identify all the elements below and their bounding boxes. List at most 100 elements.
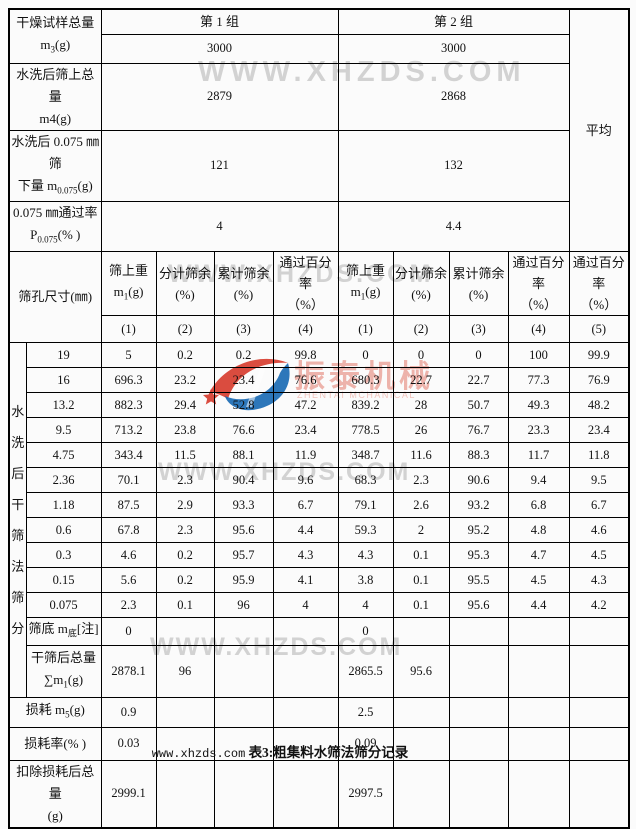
value-cell: 132 (337, 129, 570, 203)
value-cell: 4 (337, 592, 394, 619)
value-cell: 76.6 (272, 367, 339, 394)
value-cell: 0.2 (155, 542, 215, 569)
value-cell: 2999.1 (100, 759, 157, 829)
value-cell: 23.4 (568, 417, 630, 444)
value-cell: 6.7 (568, 492, 630, 519)
value-cell: 0.1 (392, 592, 450, 619)
value-cell: 4.4 (337, 201, 570, 253)
value-cell: 0.2 (155, 567, 215, 594)
sieve-size: 4.75 (25, 442, 102, 469)
value-cell: 67.8 (100, 517, 157, 544)
value-cell: 23.8 (155, 417, 215, 444)
value-cell: 47.2 (272, 392, 339, 419)
value-cell: 76.6 (213, 417, 274, 444)
value-cell: 0.2 (213, 342, 274, 369)
table-row: 筛孔尺寸(㎜) 筛上重 m1(g) 分计筛余 (%) 累计筛余 (%) 通过百分率 （%） 筛上重… (8, 251, 630, 344)
value-cell: 79.1 (337, 492, 394, 519)
table-row: 水洗后干筛法筛分 19 5 0.2 0.2 99.8 0 0 0 100 99.9 (8, 342, 630, 698)
side-label: 水洗后干筛法筛分 (8, 342, 27, 698)
average-header: 平均 (568, 8, 630, 253)
table-row: 4.75 343.4 11.5 88.1 11.9 348.7 11.6 88.3 11.7 11… (9, 442, 630, 469)
row-label: 水洗后筛上总量 m4(g) (8, 62, 102, 131)
table-row: (1) (2) (3) (4) (1) (2) (3) (4) (5) (9, 315, 630, 344)
value-cell: 11.8 (568, 442, 630, 469)
value-cell: 59.3 (337, 517, 394, 544)
value-cell: 22.7 (448, 367, 509, 394)
value-cell: 2865.5 (337, 644, 394, 698)
row-label: 筛底 m底[注] (25, 617, 102, 646)
table-row: 2.36 70.1 2.3 90.4 9.6 68.3 2.3 90.6 9.4 9.5 (9, 467, 630, 494)
value-cell (448, 726, 509, 761)
value-cell (568, 759, 630, 829)
value-cell: 76.9 (568, 367, 630, 394)
value-cell: 696.3 (100, 367, 157, 394)
value-cell: 48.2 (568, 392, 630, 419)
value-cell: 95.7 (213, 542, 274, 569)
column-header: 筛上重 m1(g) (100, 251, 157, 317)
table-row: 0.3 4.6 0.2 95.7 4.3 4.3 0.1 95.3 4.7 4.5 (9, 542, 630, 569)
value-cell: 2.5 (337, 696, 394, 728)
sieve-size: 13.2 (25, 392, 102, 419)
value-cell (568, 644, 630, 698)
value-cell: 95.9 (213, 567, 274, 594)
value-cell: 2.3 (155, 467, 215, 494)
value-cell: 4.6 (568, 517, 630, 544)
value-cell (392, 696, 450, 728)
value-cell: 2.3 (155, 517, 215, 544)
value-cell: 4.3 (337, 542, 394, 569)
sieve-size: 19 (25, 342, 102, 369)
value-cell: 4.7 (507, 542, 570, 569)
value-cell (213, 726, 274, 761)
value-cell: 5 (100, 342, 157, 369)
value-cell: 99.8 (272, 342, 339, 369)
value-cell: 0.2 (155, 342, 215, 369)
value-cell (155, 617, 215, 646)
row-label: 扣除损耗后总量 (g) (8, 759, 102, 829)
value-cell: 90.4 (213, 467, 274, 494)
corner-header: 筛孔尺寸(㎜) (8, 251, 102, 344)
column-number: (3) (448, 315, 509, 344)
table-row: 扣除损耗后总量 (g) 2999.1 2997.5 (8, 759, 630, 829)
value-cell: 95.3 (448, 542, 509, 569)
table-row: 13.2 882.3 29.4 52.8 47.2 839.2 28 50.7 49.3 48.2 (9, 392, 630, 419)
value-cell: 11.6 (392, 442, 450, 469)
page: WWW.XHZDS.COM WWW.XHZDS.COM WWW.XHZDS.CO… (0, 8, 631, 829)
value-cell: 88.3 (448, 442, 509, 469)
value-cell: 6.7 (272, 492, 339, 519)
value-cell (392, 617, 450, 646)
value-cell: 68.3 (337, 467, 394, 494)
value-cell: 0.9 (100, 696, 157, 728)
row-label: 损耗率(% ) (8, 726, 102, 761)
value-cell (507, 726, 570, 761)
value-cell: 95.6 (392, 644, 450, 698)
row-label: 损耗 m5(g) (8, 696, 102, 728)
value-cell: 0 (337, 617, 394, 646)
value-cell: 680.3 (337, 367, 394, 394)
table-row: 损耗率(% ) 0.03 0.09 (8, 726, 630, 761)
value-cell (155, 759, 215, 829)
value-cell (213, 696, 274, 728)
caption-title-text: 表3:粗集料水筛法筛分记录 (248, 745, 409, 760)
sieve-size: 2.36 (25, 467, 102, 494)
value-cell: 95.2 (448, 517, 509, 544)
value-cell: 4.4 (272, 517, 339, 544)
value-cell: 4.2 (568, 592, 630, 619)
value-cell: 2868 (337, 62, 570, 131)
column-header: 筛上重 m1(g) (337, 251, 394, 317)
table-caption: www.xhzds.com 表3:粗集料水筛法筛分记录 (0, 741, 560, 761)
row-label: 0.075 ㎜通过率 P0.075(% ) (8, 201, 102, 253)
value-cell (272, 644, 339, 698)
column-number: (1) (100, 315, 157, 344)
sieve-size: 0.6 (25, 517, 102, 544)
value-cell: 11.9 (272, 442, 339, 469)
column-number: (2) (392, 315, 450, 344)
table-row: 干筛后总量 ∑m1(g) 2878.1 96 2865.5 95.6 (9, 644, 630, 698)
value-cell: 882.3 (100, 392, 157, 419)
value-cell: 2.3 (100, 592, 157, 619)
value-cell: 0 (100, 617, 157, 646)
value-cell: 0.1 (392, 542, 450, 569)
column-number: (4) (507, 315, 570, 344)
column-header: 分计筛余 (%) (155, 251, 215, 317)
value-cell: 3.8 (337, 567, 394, 594)
value-cell (213, 617, 274, 646)
